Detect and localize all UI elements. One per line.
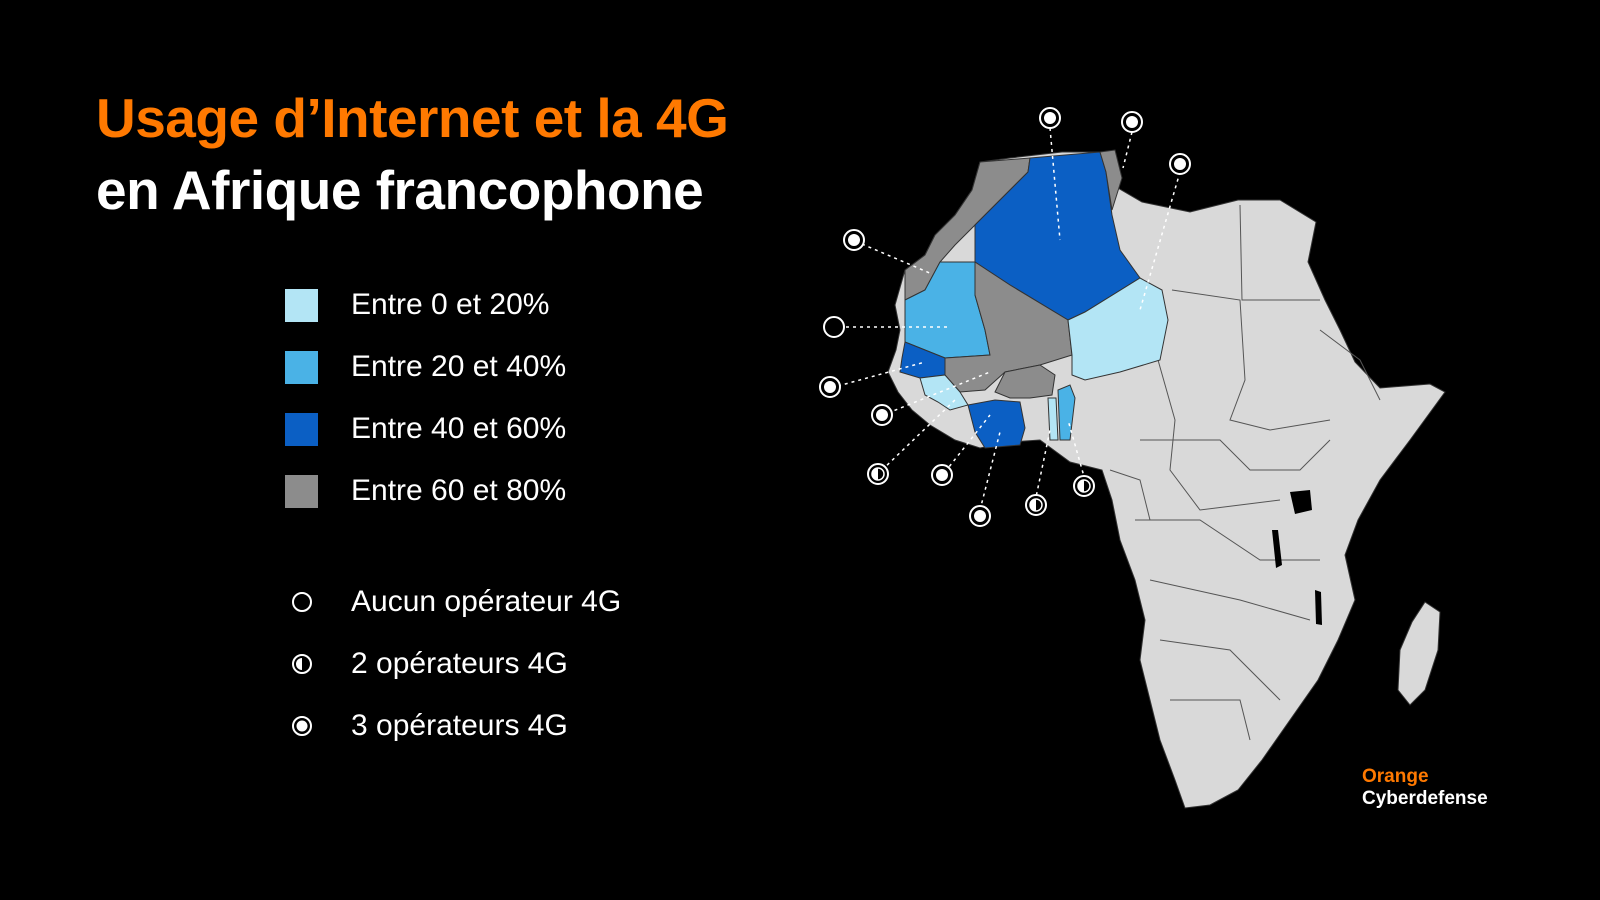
swatch-20-40	[285, 350, 318, 384]
leader-lines	[837, 127, 1181, 511]
lake-victoria	[1290, 490, 1312, 514]
marker-burkina-faso-2-operators-icon	[1025, 494, 1047, 516]
legend-item-usage-20-40: Entre 20 et 40%	[285, 347, 705, 387]
country-niger	[1067, 277, 1169, 381]
empty-circle-icon	[285, 586, 318, 619]
swatch-40-60	[285, 412, 318, 446]
marker-cote-divoire-3-operators-icon	[969, 505, 991, 527]
legend-label: 2 opérateurs 4G	[351, 647, 568, 680]
legend-label: Entre 20 et 40%	[351, 350, 567, 383]
legend-label: Entre 60 et 80%	[351, 474, 567, 507]
legend-item-two-operators: 2 opérateurs 4G	[285, 644, 705, 684]
marker-guinea-2-operators-icon	[867, 463, 889, 485]
marker-senegal-3-operators-icon	[819, 376, 841, 398]
marker-morocco-3-operators-icon	[843, 229, 865, 251]
madagascar	[1397, 601, 1441, 706]
title-line-2: en Afrique francophone	[96, 159, 704, 221]
half-circle-icon	[285, 648, 318, 681]
brand-line-1: Orange	[1362, 766, 1429, 787]
swatch-0-20	[285, 288, 318, 322]
marker-benin-2-operators-icon	[1073, 475, 1095, 497]
lake-tanganyika	[1272, 530, 1282, 568]
country-benin	[1057, 384, 1076, 441]
brand-line-2: Cyberdefense	[1362, 788, 1488, 809]
country-guinea	[919, 374, 969, 411]
marker-algeria-3-operators-icon	[1039, 107, 1061, 129]
legend-label: Aucun opérateur 4G	[351, 585, 622, 618]
page-title: Usage d’Internet et la 4G en Afrique fra…	[96, 82, 729, 226]
legend-label: Entre 40 et 60%	[351, 412, 567, 445]
country-tunisia	[1099, 149, 1123, 211]
country-borders	[1109, 204, 1381, 741]
legend-label: 3 opérateurs 4G	[351, 709, 568, 742]
marker-tunisia-3-operators-icon	[1121, 111, 1143, 133]
legend-item-three-operators: 3 opérateurs 4G	[285, 706, 705, 746]
country-burkina-faso	[994, 364, 1056, 399]
marker-niger-3-operators-icon	[1169, 153, 1191, 175]
legend-item-usage-60-80: Entre 60 et 80%	[285, 471, 705, 511]
lake-malawi	[1315, 590, 1322, 625]
marker-mali-3-operators-icon	[871, 404, 893, 426]
brand-logo: Orange Cyberdefense	[1362, 766, 1488, 810]
marker-mauritania-no-operator-icon	[823, 316, 845, 338]
legend-item-no-operator: Aucun opérateur 4G	[285, 582, 705, 622]
title-line-1: Usage d’Internet et la 4G	[96, 87, 729, 149]
legend-item-usage-0-20: Entre 0 et 20%	[285, 285, 705, 325]
legend-label: Entre 0 et 20%	[351, 288, 550, 321]
dot-circle-icon	[285, 710, 318, 743]
africa-continent	[887, 151, 1446, 809]
country-cote-divoire	[967, 399, 1026, 449]
legend-item-usage-40-60: Entre 40 et 60%	[285, 409, 705, 449]
country-togo	[1047, 397, 1059, 441]
marker-guinea-interior-3-operators-icon	[931, 464, 953, 486]
swatch-60-80	[285, 474, 318, 508]
